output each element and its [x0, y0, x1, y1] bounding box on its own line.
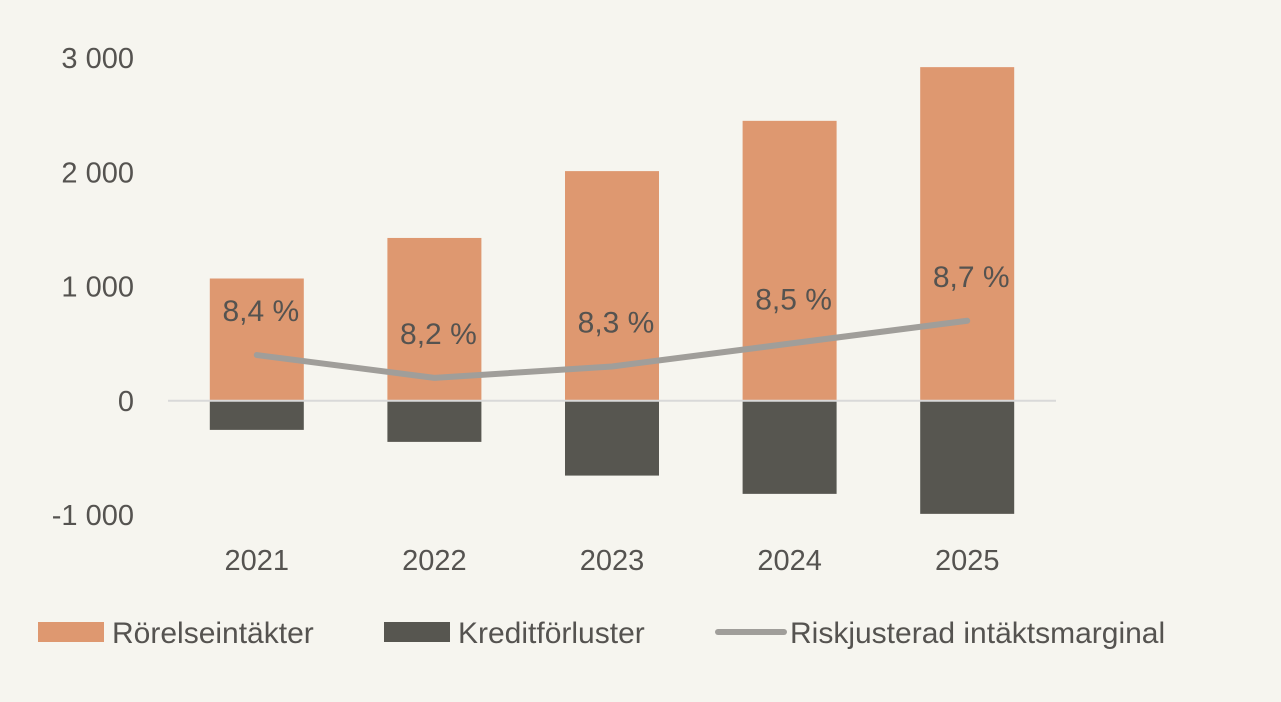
- bar-kreditforluster: [920, 400, 1015, 514]
- bar-rorelseintakter: [209, 278, 304, 401]
- data-label: 8,3 %: [578, 306, 655, 339]
- y-tick-label: 0: [118, 386, 134, 418]
- bar-rorelseintakter: [742, 120, 837, 401]
- x-tick-label: 2024: [757, 545, 822, 577]
- legend-swatch-kreditforluster: [384, 622, 450, 642]
- data-label: 8,4 %: [222, 295, 299, 328]
- data-label: 8,7 %: [933, 261, 1010, 294]
- x-tick-label: 2025: [935, 545, 1000, 577]
- bar-kreditforluster: [387, 400, 482, 442]
- bar-kreditforluster: [742, 400, 837, 494]
- legend-swatch-rorelseintakter: [38, 622, 104, 642]
- legend-label: Kreditförluster: [458, 617, 645, 650]
- y-tick-label: -1 000: [52, 500, 134, 532]
- legend-label: Riskjusterad intäktsmarginal: [790, 617, 1165, 650]
- bar-kreditforluster: [565, 400, 659, 476]
- legend-label: Rörelseintäkter: [112, 617, 314, 650]
- y-tick-label: 1 000: [61, 272, 134, 304]
- bar-rorelseintakter: [920, 67, 1015, 401]
- x-tick-label: 2021: [225, 545, 290, 577]
- x-tick-label: 2022: [402, 545, 467, 577]
- bar-kreditforluster: [209, 400, 304, 430]
- data-label: 8,2 %: [400, 318, 477, 351]
- x-tick-label: 2023: [580, 545, 645, 577]
- data-label: 8,5 %: [755, 284, 832, 317]
- y-tick-label: 3 000: [61, 43, 134, 75]
- y-tick-label: 2 000: [61, 157, 134, 189]
- line-riskjusterad-intaktsmarginal: [253, 317, 971, 381]
